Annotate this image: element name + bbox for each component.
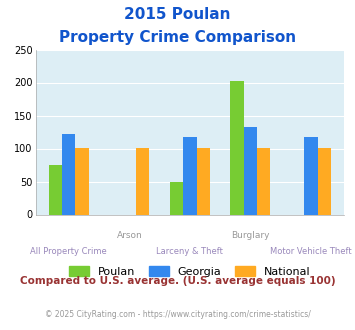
Bar — [76, 148, 89, 214]
Bar — [230, 81, 244, 214]
Bar — [197, 148, 210, 214]
Text: Property Crime Comparison: Property Crime Comparison — [59, 30, 296, 45]
Bar — [244, 127, 257, 214]
Bar — [62, 134, 76, 214]
Text: Burglary: Burglary — [231, 231, 270, 240]
Legend: Poulan, Georgia, National: Poulan, Georgia, National — [69, 266, 311, 277]
Bar — [136, 148, 149, 214]
Text: 2015 Poulan: 2015 Poulan — [124, 7, 231, 21]
Text: © 2025 CityRating.com - https://www.cityrating.com/crime-statistics/: © 2025 CityRating.com - https://www.city… — [45, 310, 310, 319]
Text: Motor Vehicle Theft: Motor Vehicle Theft — [270, 248, 352, 256]
Bar — [304, 137, 318, 214]
Bar — [318, 148, 331, 214]
Text: Larceny & Theft: Larceny & Theft — [157, 248, 223, 256]
Text: All Property Crime: All Property Crime — [31, 248, 107, 256]
Bar — [170, 182, 183, 215]
Bar — [183, 137, 197, 214]
Text: Compared to U.S. average. (U.S. average equals 100): Compared to U.S. average. (U.S. average … — [20, 276, 335, 285]
Text: Arson: Arson — [116, 231, 142, 240]
Bar — [49, 165, 62, 214]
Bar — [257, 148, 271, 214]
